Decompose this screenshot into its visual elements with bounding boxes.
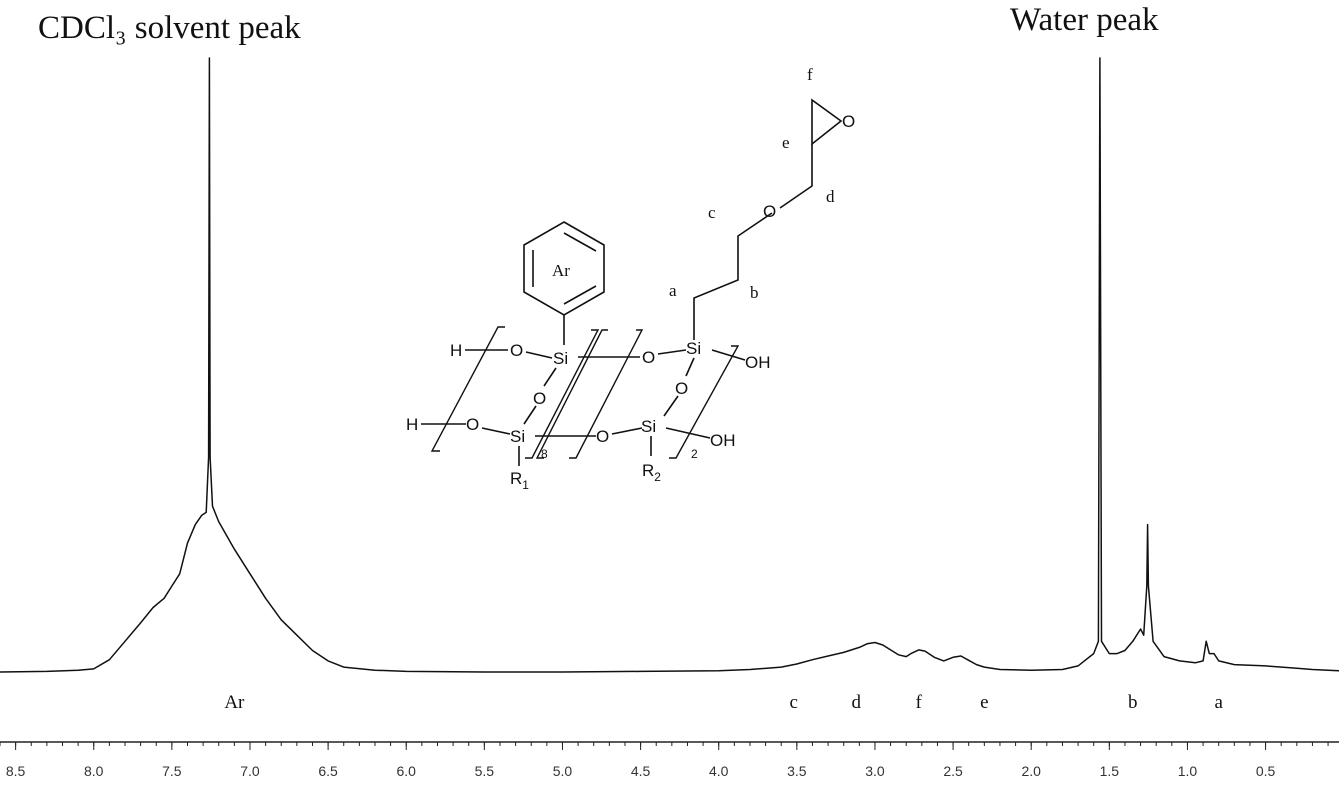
ring-inner-bond-2 [563,285,597,305]
bracket-mid-open [569,329,644,459]
o-atom-1: O [510,341,523,360]
spectrum-trace [0,57,1339,673]
x-tick-label: 3.5 [787,763,807,779]
x-tick-label: 4.5 [631,763,651,779]
si-o-bond-v2 [685,357,695,377]
o-si-bond-5 [481,427,511,435]
o-atom-4: O [675,379,688,398]
si-atom-4: Si [641,417,656,436]
chemical-structure: Ar Si H O O Si OH O O H O Si O Si OH [406,65,855,492]
x-tick-label: 6.5 [318,763,338,779]
solvent-peak-annotation: CDCl₃ solvent peak [38,10,301,46]
x-tick-label: 8.0 [84,763,104,779]
si-atom-2: Si [686,339,701,358]
o-atom-2: O [642,348,655,367]
o-atom-3: O [533,389,546,408]
x-tick-label: 1.0 [1178,763,1198,779]
x-tick-label: 6.0 [396,763,416,779]
x-tick-label: 2.0 [1021,763,1041,779]
o-si-bond-6 [611,427,643,435]
peak-label-b: b [1128,692,1138,713]
chain-label-d: d [826,187,835,206]
o-si-bond-v2 [663,395,679,417]
x-axis-ticks: 8.5 8.0 7.5 7.0 6.5 6.0 5.5 5.0 4.5 4.0 3.5 3.0 2.5 2… [0,742,1329,779]
si-atom-1: Si [553,349,568,368]
chain-label-b: b [750,283,759,302]
ring-inner-bond-3 [563,232,597,252]
x-axis: 8.5 8.0 7.5 7.0 6.5 6.0 5.5 5.0 4.5 4.0 3.5 3.0 2.5 2… [0,741,1339,779]
bracket-left-inner [525,329,600,459]
x-tick-label: 5.5 [475,763,495,779]
peak-label-e: e [980,692,988,713]
glycidyl-chain [779,144,813,209]
peak-label-a: a [1214,692,1223,713]
r2-group: R2 [642,461,661,484]
si-atom-3: Si [510,427,525,446]
o-atom-epoxide: O [842,112,855,131]
repeat-count-8: 8 [541,447,548,461]
x-tick-label: 4.0 [709,763,729,779]
chain-label-a: a [669,281,677,300]
repeat-count-2: 2 [691,447,698,461]
x-tick-label: 3.0 [865,763,885,779]
x-tick-label: 7.5 [162,763,182,779]
propyl-chain [693,212,773,340]
x-tick-label: 8.5 [6,763,26,779]
si-o-bond-v1 [543,367,557,387]
chain-label-e: e [782,133,790,152]
h-atom-2: H [406,415,418,434]
x-tick-label: 5.0 [553,763,573,779]
peak-label-ar: Ar [224,692,245,713]
bracket-right-close [669,345,740,459]
epoxide-ring [811,98,843,146]
x-tick-label: 0.5 [1256,763,1276,779]
x-tick-label: 2.5 [943,763,963,779]
bracket-left-close [535,329,608,459]
ring-label-ar: Ar [552,261,570,280]
o-atom-6: O [596,427,609,446]
h-atom-1: H [450,341,462,360]
peak-assignment-labels: Ar c d f e b a [224,692,1223,713]
si-oh-bond-2 [665,427,711,439]
oh-group-1: OH [745,353,771,372]
chain-label-c: c [708,203,716,222]
o-atom-5: O [466,415,479,434]
x-tick-label: 7.0 [240,763,260,779]
peak-label-c: c [789,692,797,713]
o-atom-ether: O [763,202,776,221]
bracket-left-outer [430,326,505,452]
o-si-bond-v1 [523,405,537,425]
o-si-bond-2 [657,349,687,355]
x-tick-label: 1.5 [1100,763,1120,779]
o-si-bond-1 [525,351,553,359]
peak-label-d: d [851,692,861,713]
peak-label-f: f [916,692,923,713]
r1-group: R1 [510,469,529,492]
oh-group-2: OH [710,431,736,450]
water-peak-annotation: Water peak [1010,2,1159,38]
chain-label-f: f [807,65,813,84]
si-oh-bond-1 [711,349,746,361]
